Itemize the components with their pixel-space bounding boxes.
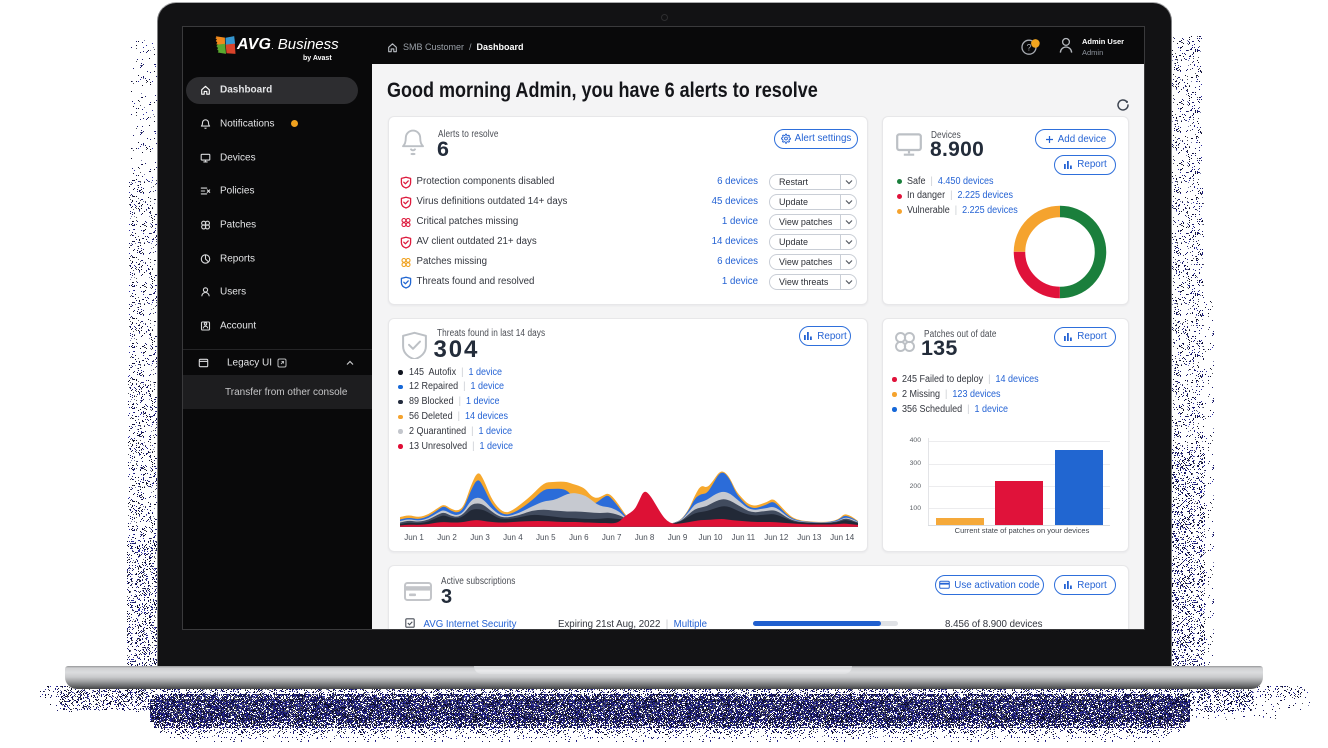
svg-text:?: ? xyxy=(1026,42,1031,52)
